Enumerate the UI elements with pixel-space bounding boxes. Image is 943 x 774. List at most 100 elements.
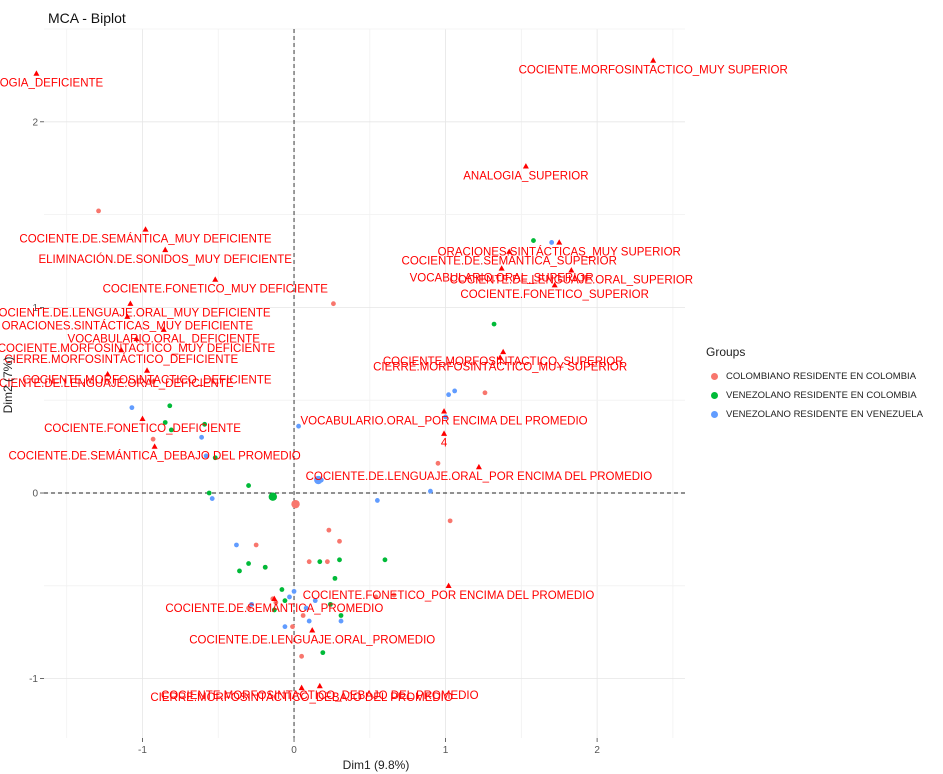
individual-point [443, 414, 448, 420]
variable-label: 4 [441, 438, 448, 450]
individual-point [306, 559, 312, 565]
variable-label: COCIENTE.MORFOSINTACTICO_MUY DEFICIENTE [0, 343, 276, 355]
individual-point [96, 208, 101, 214]
individual-point [300, 613, 306, 618]
variable-triangle [556, 239, 563, 245]
individual-point [162, 420, 168, 425]
variable-triangle [127, 300, 134, 306]
individual-point [337, 538, 342, 544]
x-tick-label: -1 [138, 745, 147, 756]
variable-triangle [441, 430, 448, 436]
variable-label: COCIENTE.DE.LENGUAJE.ORAL_MUY DEFICIENTE [0, 308, 271, 320]
individual-point [271, 607, 277, 613]
variable-triangle [445, 582, 452, 589]
variable-triangle [142, 226, 149, 232]
legend-swatch [711, 392, 718, 399]
individual-point [237, 568, 242, 574]
variable-triangle [104, 371, 111, 377]
group-centroid [291, 499, 300, 509]
variable-triangle [497, 354, 504, 360]
variable-label: ANALOGIA_SUPERIOR [463, 170, 588, 182]
x-axis-label: Dim1 (9.8%) [343, 758, 410, 772]
variable-triangle [144, 367, 151, 373]
variable-label: COCIENTE.DE.LENGUAJE.ORAL_SUPERIOR [450, 274, 693, 286]
variable-label: COCIENTE.FONETICO_MUY DEFICIENTE [103, 284, 329, 296]
variable-triangle [441, 408, 448, 414]
variable-triangle [271, 595, 278, 601]
individual-point [282, 624, 288, 630]
individual-point [262, 564, 268, 570]
variable-label: COCIENTE.FONETICO_SUPERIOR [460, 289, 649, 301]
legend-item: COLOMBIANO RESIDENTE EN COLOMBIA [706, 367, 941, 386]
variable-triangle [160, 326, 167, 332]
variable-label: COCIENTE.DE.SEMÁNTICA_PROMEDIO [165, 602, 383, 615]
individual-point [446, 392, 452, 398]
individual-point [331, 301, 336, 307]
variable-triangle [475, 463, 482, 470]
variable-triangle [118, 346, 125, 353]
legend-items: COLOMBIANO RESIDENTE EN COLOMBIA VENEZOLA… [706, 367, 941, 424]
individual-point [150, 379, 156, 385]
individual-point [306, 618, 312, 624]
variable-label: ORACIONES.SINTÁCTICAS_MUY DEFICIENTE [2, 320, 254, 333]
y-tick-label: 1 [32, 303, 38, 314]
individual-point [317, 559, 323, 565]
individual-point [202, 421, 208, 427]
axis-layer: -1 0 1 2 -1 0 1 2 [29, 29, 685, 756]
individual-point [168, 427, 174, 433]
legend-title: Groups [706, 345, 746, 359]
individual-point [212, 455, 218, 461]
variable-label: COCIENTE.FONETICO_DEFICIENTE [44, 423, 241, 435]
individual-point [482, 390, 488, 396]
variable-triangle [151, 443, 158, 449]
variable-label: COCIENTE.FONETICO_POR ENCIMA DEL PROMEDI… [303, 590, 595, 602]
variable-label: CIERRE.MORFOSINTÁCTICO_DEBAJO DEL PROMED… [150, 691, 452, 704]
variable-label: COCIENTE.DE.LENGUAJE.ORAL_PROMEDIO [189, 634, 435, 646]
individual-point [203, 453, 209, 459]
individual-point [447, 518, 453, 524]
individual-point [279, 587, 285, 592]
x-tick-label: 2 [594, 745, 600, 756]
variable-triangle [568, 267, 575, 273]
variable-triangle [309, 627, 316, 633]
variable-label: COCIENTE.DE.LENGUAJE.ORAL_DEFICIENTE [0, 378, 234, 390]
individual-point [234, 542, 239, 548]
variable-triangle [522, 163, 529, 169]
variable-triangle [500, 348, 507, 355]
individual-point [290, 624, 295, 630]
variable-label: COCIENTE.DE.LENGUAJE.ORAL_POR ENCIMA DEL… [306, 471, 653, 483]
individual-point [150, 436, 156, 442]
y-tick-label: 2 [32, 117, 38, 128]
variable-triangle [124, 313, 131, 319]
individual-point [312, 598, 318, 604]
variable-triangle [650, 57, 657, 63]
individual-point [291, 588, 297, 594]
legend-swatch [711, 411, 718, 418]
variable-triangle [33, 70, 40, 76]
individual-point [531, 238, 536, 243]
individual-point [391, 592, 397, 598]
variable-triangle [139, 415, 146, 421]
individual-point [324, 559, 330, 565]
legend: Groups COLOMBIANO RESIDENTE EN COLOMBIA V… [706, 345, 941, 424]
individual-point [129, 405, 135, 411]
legend-item: VENEZOLANO RESIDENTE EN VENEZUELA [706, 405, 941, 424]
individual-point [332, 575, 338, 581]
legend-label: VENEZOLANO RESIDENTE EN COLOMBIA [726, 390, 917, 401]
variable-triangle [212, 276, 219, 282]
individual-point [549, 240, 555, 245]
individual-point [435, 460, 441, 466]
chart-title: MCA - Biplot [48, 10, 126, 26]
individual-point [273, 600, 279, 605]
individual-point [299, 653, 305, 659]
individual-points [96, 208, 555, 659]
variable-label: COCIENTE.MORFOSINTACTICO_MUY SUPERIOR [519, 65, 788, 77]
variable-triangle [316, 682, 323, 689]
legend-item: VENEZOLANO RESIDENTE EN COLOMBIA [706, 386, 941, 405]
legend-label: COLOMBIANO RESIDENTE EN COLOMBIA [726, 371, 917, 382]
variable-label: ANALOGIA_DEFICIENTE [0, 78, 104, 90]
individual-point [338, 613, 344, 618]
individual-point [491, 321, 497, 327]
individual-point [199, 434, 204, 440]
